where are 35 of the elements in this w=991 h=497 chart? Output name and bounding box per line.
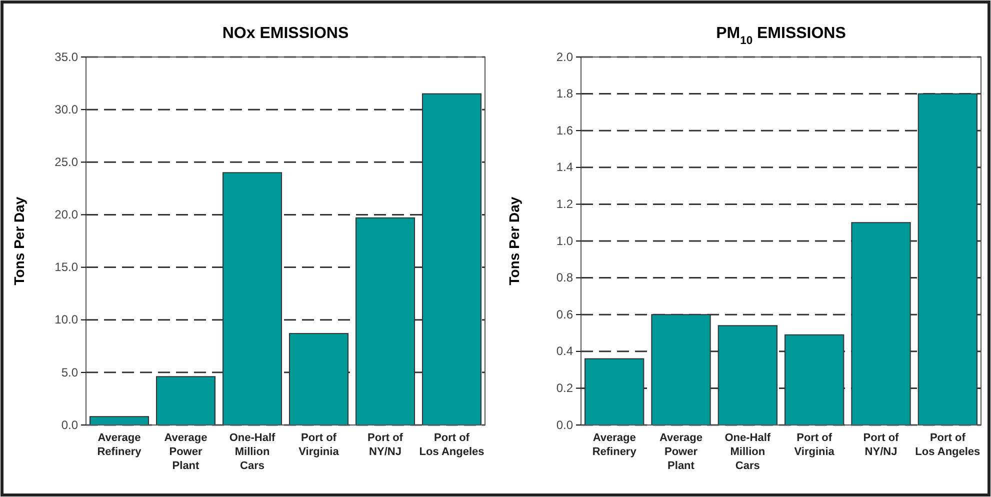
y-tick-label: 2.0 <box>556 50 574 64</box>
y-axis-title: Tons Per Day <box>11 196 27 286</box>
y-tick-label: 25.0 <box>54 154 78 169</box>
x-tick-label: One-Half Million Cars <box>229 432 276 472</box>
y-axis-title: Tons Per Day <box>506 196 522 286</box>
y-tick-label: 5.0 <box>61 365 78 380</box>
y-tick-label: 1.6 <box>556 123 574 138</box>
x-tick-label: One-Half Million Cars <box>724 432 771 472</box>
chart-title: NOx EMISSIONS <box>222 25 349 42</box>
x-tick-label: Port of Los Angeles <box>419 432 484 458</box>
y-tick-label: 1.4 <box>556 160 574 174</box>
x-tick-label: Average Power Plant <box>164 432 208 472</box>
y-tick-label: 1.2 <box>556 197 574 212</box>
x-tick-label: Average Power Plant <box>659 432 703 472</box>
y-tick-label: 0.4 <box>556 344 574 358</box>
y-tick-label: 10.0 <box>54 312 78 327</box>
chart-title: PM$_{10}$ EMISSIONS <box>716 25 846 47</box>
x-tick-label: Average Refinery <box>592 432 638 458</box>
y-tick-label: 0.0 <box>61 418 78 432</box>
y-tick-label: 0.2 <box>556 381 574 396</box>
y-tick-label: 15.0 <box>54 260 78 274</box>
y-tick-label: 35.0 <box>54 50 78 64</box>
x-tick-label: Port of Los Angeles <box>915 432 980 458</box>
y-tick-label: 0.8 <box>556 270 574 285</box>
y-tick-label: 1.8 <box>556 86 574 101</box>
x-tick-label: Port of Virginia <box>794 432 836 458</box>
y-tick-label: 0.6 <box>556 307 574 322</box>
x-tick-label: Average Refinery <box>97 432 142 458</box>
x-tick-label: Port of Virginia <box>298 432 340 458</box>
y-tick-label: 0.0 <box>556 418 574 432</box>
x-tick-label: Port of NY/NJ <box>863 432 900 458</box>
y-tick-label: 1.0 <box>556 234 574 248</box>
y-tick-label: 30.0 <box>54 102 78 116</box>
y-tick-label: 20.0 <box>54 208 78 222</box>
x-tick-label: Port of NY/NJ <box>368 432 404 458</box>
